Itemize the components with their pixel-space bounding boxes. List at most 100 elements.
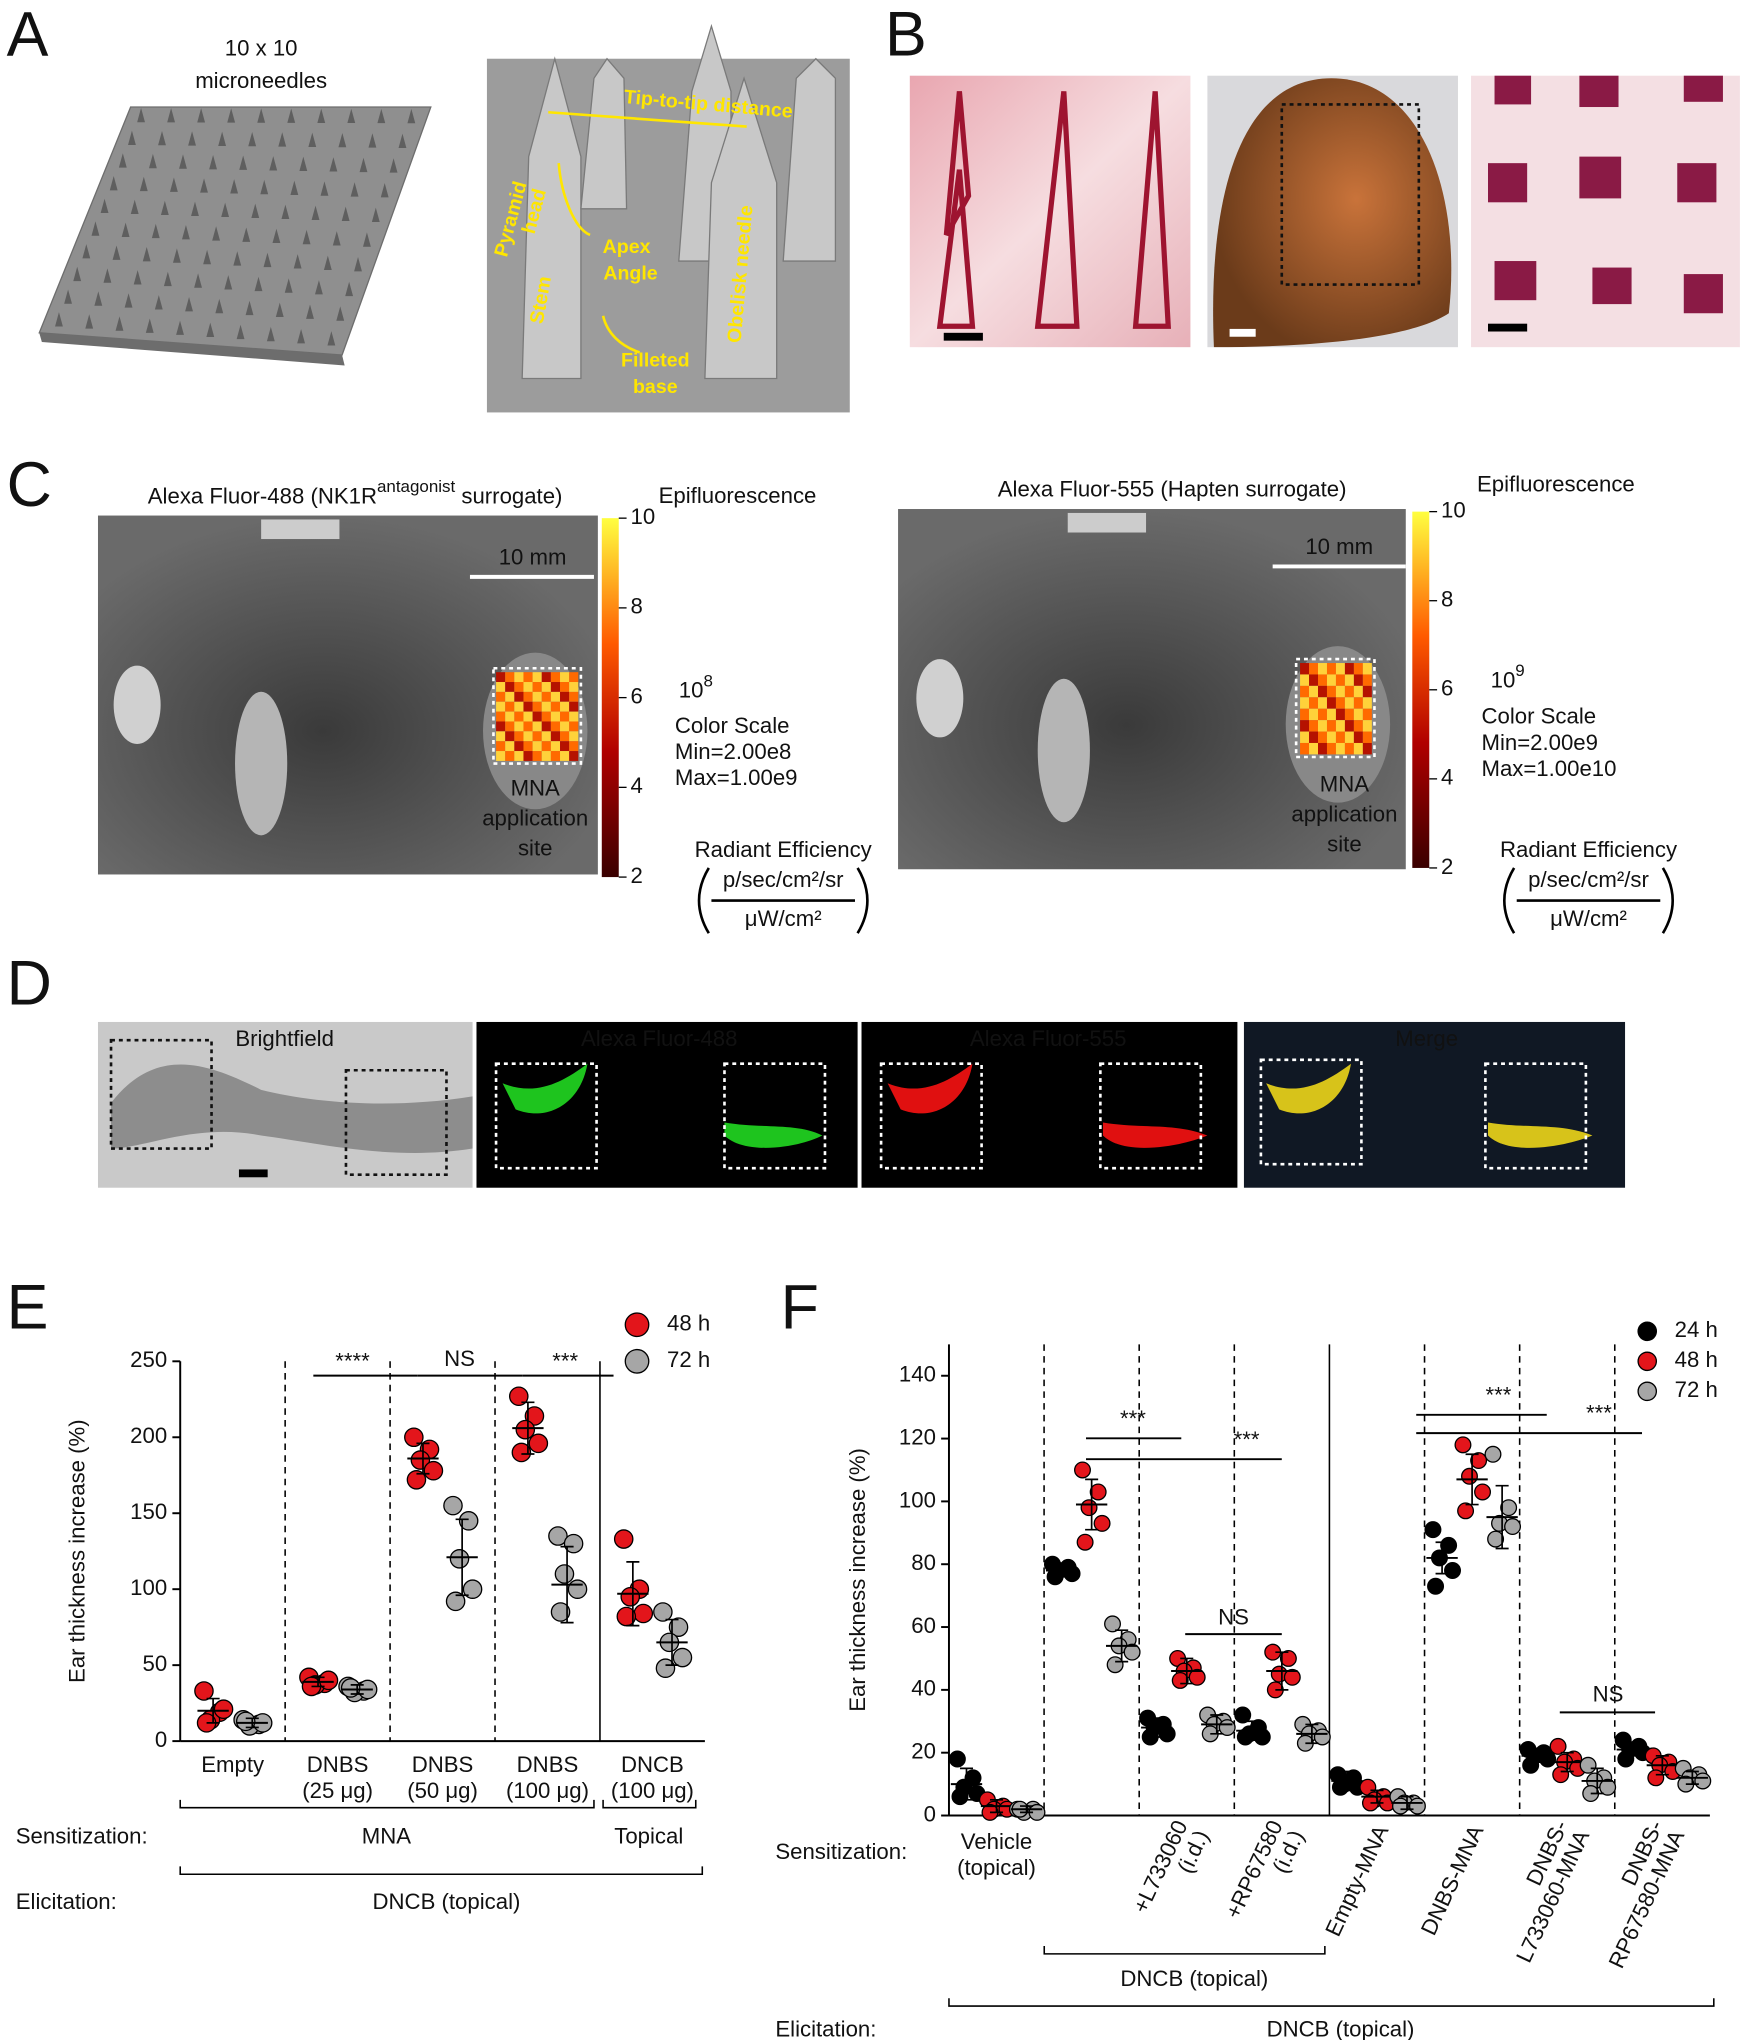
sig-label: *** (1586, 1401, 1612, 1426)
needle (299, 156, 308, 171)
unit-brackets (697, 867, 1674, 934)
data-point (948, 1750, 966, 1768)
sd-bar (1180, 1657, 1194, 1685)
heat-cell (1344, 674, 1354, 686)
group-label: DNCB (topical) (1267, 2017, 1415, 2040)
heat-cell (541, 741, 551, 752)
heat-cell (560, 701, 570, 712)
data-point (340, 1678, 361, 1698)
y-axis-label: Ear thickness increase (%) (64, 1419, 89, 1683)
scale-bar (943, 332, 983, 341)
heat-cell (1353, 685, 1363, 698)
heat-cell (1362, 697, 1372, 709)
scale-bar (1229, 328, 1256, 337)
scale-bar-label: 10 mm (499, 544, 567, 569)
heat-cell (496, 751, 506, 761)
colorbar-tick-label: 2 (630, 863, 642, 888)
heat-cell (496, 711, 506, 722)
heat-cell (550, 691, 561, 702)
needle (245, 300, 254, 316)
heat-cell (505, 682, 515, 692)
heat-cell (1309, 742, 1319, 755)
needle (290, 180, 299, 196)
heat-cell (532, 731, 542, 742)
roi-box (344, 1068, 448, 1176)
heat-cell (496, 701, 506, 712)
needle (371, 207, 380, 223)
needle (308, 132, 317, 147)
holes (1488, 75, 1723, 314)
heat-cell (1300, 720, 1310, 732)
data-point (633, 1603, 654, 1624)
sd-bar (455, 1518, 469, 1597)
unit-numerator: p/sec/cm²/sr (1528, 867, 1649, 892)
data-point (404, 1427, 424, 1448)
data-point (1457, 1502, 1475, 1520)
heat-cell (514, 691, 524, 702)
heat-cell (1326, 685, 1336, 698)
roi-box (109, 1038, 213, 1150)
needle (227, 108, 236, 123)
sd-bar (1305, 1723, 1319, 1745)
callout: base (633, 376, 678, 398)
needle (389, 158, 398, 173)
legend-marker (1637, 1321, 1658, 1342)
heat-cell (1362, 720, 1372, 732)
colorbar-tick-label: 6 (1441, 676, 1453, 701)
heat-cell (523, 721, 533, 732)
heat-cell (569, 741, 579, 752)
sd-bar (665, 1618, 679, 1666)
y-tick-label: 0 (155, 1727, 167, 1752)
site-label: site (518, 836, 553, 861)
heat-cell (523, 672, 533, 683)
signal (887, 1063, 1208, 1148)
data-point (213, 1699, 234, 1719)
needle (130, 199, 139, 215)
data-point (445, 1591, 466, 1612)
needle (248, 131, 257, 147)
needle (139, 176, 148, 192)
panel-label: D (7, 949, 52, 1019)
heat-cell (569, 731, 579, 742)
heat-cell (532, 691, 542, 702)
data-point (613, 1529, 634, 1549)
sd-bar (1150, 1717, 1164, 1738)
heat-cell (1318, 731, 1327, 743)
needle (236, 324, 245, 340)
signal (502, 1063, 823, 1148)
heat-cell (541, 731, 551, 742)
needle (297, 329, 306, 344)
sd-bar (1085, 1478, 1099, 1531)
image-title: Alexa Fluor-555 (Hapten surrogate) (998, 477, 1347, 502)
x-tick-label: DNCB (621, 1752, 684, 1777)
heat-cell (1344, 731, 1354, 743)
heat-cell (1362, 708, 1372, 721)
needle (272, 228, 281, 244)
needle (182, 225, 190, 240)
data-point (548, 1526, 568, 1546)
needle (133, 270, 142, 285)
unit-denominator: μW/cm² (1550, 906, 1627, 931)
needle (203, 249, 211, 265)
color-scale: Max=1.00e9 (675, 765, 798, 790)
data-point (1500, 1499, 1518, 1517)
legend-label: 72 h (1675, 1377, 1718, 1402)
heat-cell (1353, 674, 1363, 686)
heat-cell (1353, 731, 1363, 743)
heat-cell (1353, 742, 1363, 755)
needle (233, 251, 242, 266)
site-label: application (482, 806, 588, 831)
unit-denominator: μW/cm² (745, 906, 822, 931)
sd-bar (1590, 1767, 1604, 1795)
colorbar-tick-label: 4 (1441, 765, 1453, 790)
sig-label: **** (335, 1348, 370, 1373)
heat-cell (514, 731, 524, 742)
heat-cell (1335, 685, 1345, 698)
heat-cell (496, 691, 506, 702)
data-point (1549, 1737, 1567, 1755)
needle (315, 280, 323, 295)
heat-cell (1309, 708, 1319, 721)
needle (380, 182, 389, 198)
heat-cell (550, 701, 561, 712)
heat-cell (1318, 742, 1327, 755)
